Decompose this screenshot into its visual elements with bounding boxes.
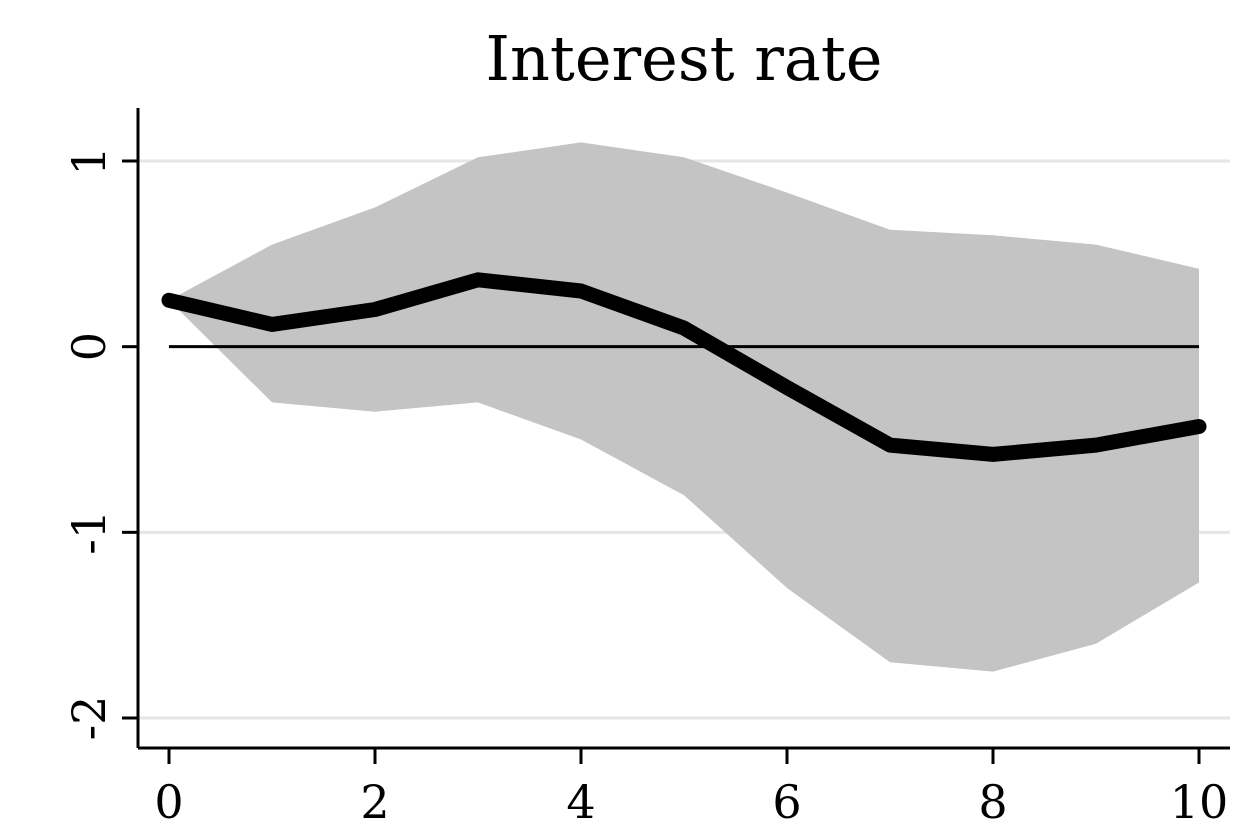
y-tick-label: 0 (62, 332, 116, 361)
y-axis-ticks: -2 -1 0 1 (62, 146, 138, 740)
x-tick-label: 8 (978, 775, 1007, 829)
response-line (161, 272, 1207, 462)
confidence-band (169, 142, 1199, 672)
x-axis-ticks: 0 2 4 6 8 10 (154, 748, 1228, 829)
axes (136, 108, 1230, 750)
x-tick-label: 10 (1170, 775, 1229, 829)
x-tick-label: 6 (772, 775, 801, 829)
y-tick-label: -1 (62, 510, 116, 555)
x-tick-label: 2 (360, 775, 389, 829)
x-tick-label: 4 (566, 775, 595, 829)
y-tick-label: 1 (62, 146, 116, 175)
chart-title: Interest rate (485, 22, 882, 95)
x-tick-label: 0 (154, 775, 183, 829)
y-tick-label: -2 (62, 696, 116, 741)
